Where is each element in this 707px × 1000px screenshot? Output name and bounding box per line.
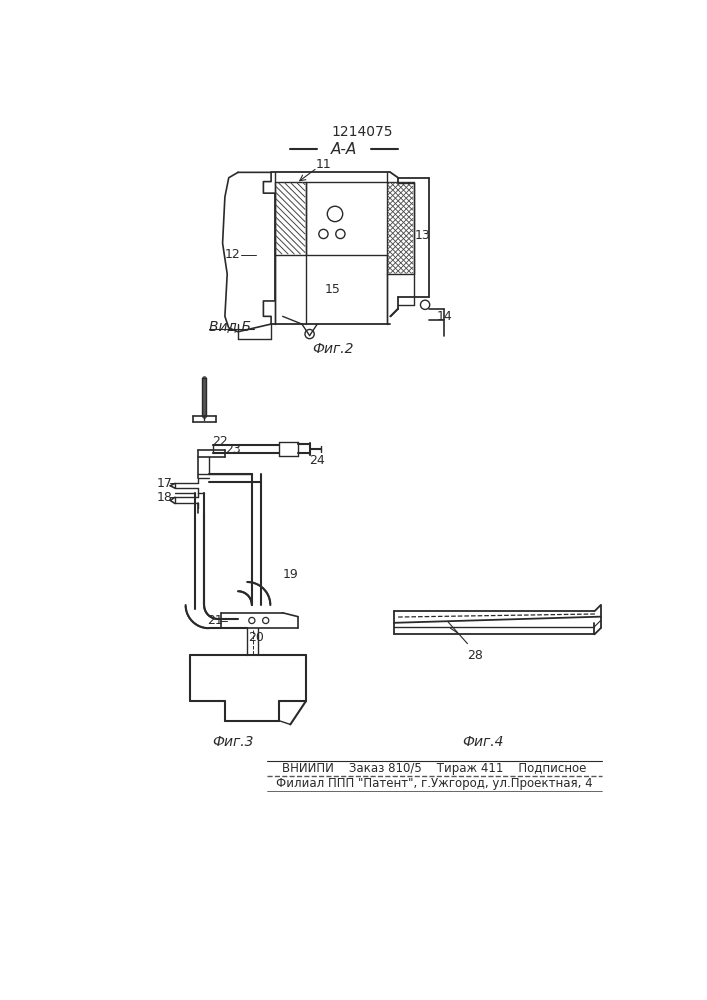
Text: 20: 20 [247, 631, 264, 644]
Text: 24: 24 [310, 454, 325, 467]
Text: 1214075: 1214075 [331, 125, 392, 139]
Text: А-А: А-А [331, 142, 357, 157]
Text: Фиг.2: Фиг.2 [312, 342, 354, 356]
Text: 11: 11 [315, 158, 332, 171]
Text: 23: 23 [225, 443, 240, 456]
Text: 14: 14 [436, 310, 452, 323]
Text: 22: 22 [211, 435, 228, 448]
Text: 28: 28 [467, 649, 483, 662]
Text: Вид Б: Вид Б [209, 319, 252, 333]
Text: 13: 13 [415, 229, 431, 242]
Text: Фиг.4: Фиг.4 [462, 735, 503, 749]
Text: ВНИИПИ    Заказ 810/5    Тираж 411    Подписное: ВНИИПИ Заказ 810/5 Тираж 411 Подписное [282, 762, 587, 775]
Text: 19: 19 [283, 568, 298, 581]
Text: 15: 15 [325, 283, 341, 296]
Text: 18: 18 [157, 491, 173, 504]
Text: Фиг.3: Фиг.3 [212, 735, 253, 749]
Text: 21: 21 [207, 614, 223, 627]
Text: Филиал ППП "Патент", г.Ужгород, ул.Проектная, 4: Филиал ППП "Патент", г.Ужгород, ул.Проек… [276, 777, 592, 790]
Text: 12: 12 [225, 248, 240, 261]
Text: 17: 17 [157, 477, 173, 490]
